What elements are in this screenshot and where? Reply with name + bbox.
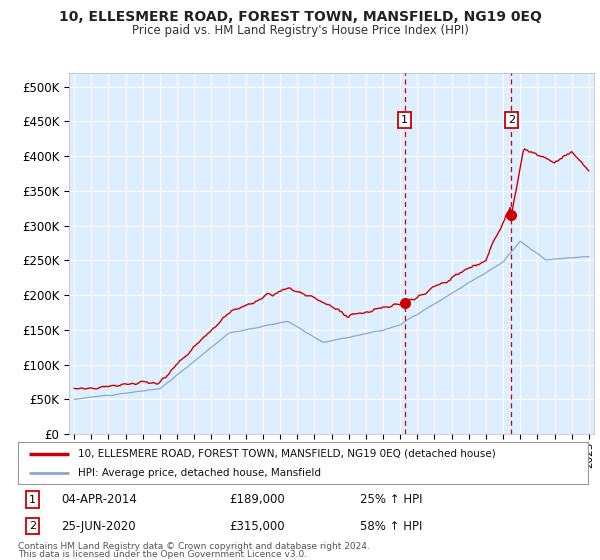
Text: 10, ELLESMERE ROAD, FOREST TOWN, MANSFIELD, NG19 0EQ: 10, ELLESMERE ROAD, FOREST TOWN, MANSFIE… <box>59 10 541 24</box>
Text: 1: 1 <box>29 494 36 505</box>
Text: 25% ↑ HPI: 25% ↑ HPI <box>360 493 422 506</box>
Text: £189,000: £189,000 <box>229 493 284 506</box>
Text: This data is licensed under the Open Government Licence v3.0.: This data is licensed under the Open Gov… <box>18 550 307 559</box>
Text: 58% ↑ HPI: 58% ↑ HPI <box>360 520 422 533</box>
Text: Price paid vs. HM Land Registry's House Price Index (HPI): Price paid vs. HM Land Registry's House … <box>131 24 469 37</box>
Text: 10, ELLESMERE ROAD, FOREST TOWN, MANSFIELD, NG19 0EQ (detached house): 10, ELLESMERE ROAD, FOREST TOWN, MANSFIE… <box>78 449 496 459</box>
Text: 04-APR-2014: 04-APR-2014 <box>61 493 137 506</box>
Text: HPI: Average price, detached house, Mansfield: HPI: Average price, detached house, Mans… <box>78 468 321 478</box>
Text: 1: 1 <box>401 115 408 125</box>
Text: 25-JUN-2020: 25-JUN-2020 <box>61 520 136 533</box>
Text: Contains HM Land Registry data © Crown copyright and database right 2024.: Contains HM Land Registry data © Crown c… <box>18 542 370 550</box>
Text: £315,000: £315,000 <box>229 520 284 533</box>
Text: 2: 2 <box>508 115 515 125</box>
Text: 2: 2 <box>29 521 36 531</box>
